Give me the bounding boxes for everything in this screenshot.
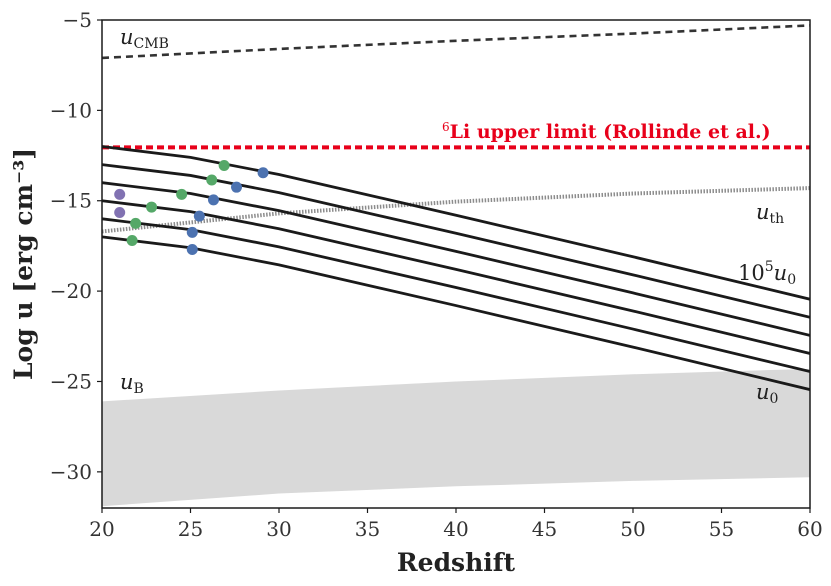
bottom-curve-label: u0	[756, 380, 778, 407]
x-tick-label: 55	[709, 517, 734, 541]
data-point-13	[114, 206, 126, 218]
x-tick-label: 60	[797, 517, 822, 541]
series-line-6	[102, 199, 810, 355]
y-tick-label: −30	[50, 460, 92, 484]
data-point-8	[130, 217, 142, 229]
series-line-3	[102, 145, 810, 301]
x-tick-label: 30	[266, 517, 291, 541]
uB-label: uB	[120, 370, 144, 397]
top-curve-label: 105u0	[738, 259, 796, 288]
series-line-2	[102, 186, 810, 234]
x-tick-label: 20	[89, 517, 114, 541]
data-point-7	[193, 210, 205, 222]
data-point-10	[126, 235, 138, 247]
x-tick-label: 25	[178, 517, 203, 541]
data-point-11	[186, 244, 198, 256]
data-point-12	[114, 188, 126, 200]
x-tick-label: 35	[355, 517, 380, 541]
data-point-3	[231, 181, 243, 193]
y-axis-title: Log u [erg cm⁻³]	[9, 148, 38, 380]
y-tick-label: −20	[50, 279, 92, 303]
data-point-9	[186, 226, 198, 238]
series-line-8	[102, 235, 810, 391]
y-tick-label: −10	[50, 98, 92, 122]
data-point-0	[218, 159, 230, 171]
x-tick-label: 45	[532, 517, 557, 541]
plot-area	[102, 24, 810, 507]
data-point-4	[176, 188, 188, 200]
series-line-5	[102, 181, 810, 337]
series-line-7	[102, 217, 810, 373]
y-tick-label: −5	[63, 8, 92, 32]
data-point-1	[257, 167, 269, 179]
series-line-0	[102, 24, 810, 60]
x-tick-label: 40	[443, 517, 468, 541]
axis-ticks: 20 25 30 35 40 45 50 55 60 −5 −10 −15 −20 −25 −30	[50, 8, 823, 541]
x-tick-label: 50	[620, 517, 645, 541]
y-tick-label: −15	[50, 189, 92, 213]
uth-label: uth	[756, 200, 784, 227]
data-point-2	[206, 174, 218, 186]
li-limit-label: 6Li upper limit (Rollinde et al.)	[442, 120, 771, 143]
series-line-4	[102, 163, 810, 319]
y-tick-label: −25	[50, 369, 92, 393]
data-point-6	[146, 201, 158, 213]
data-point-5	[208, 194, 220, 206]
x-axis-title: Redshift	[397, 548, 516, 577]
uB-band	[102, 368, 810, 507]
cmb-label: uCMB	[120, 25, 169, 52]
